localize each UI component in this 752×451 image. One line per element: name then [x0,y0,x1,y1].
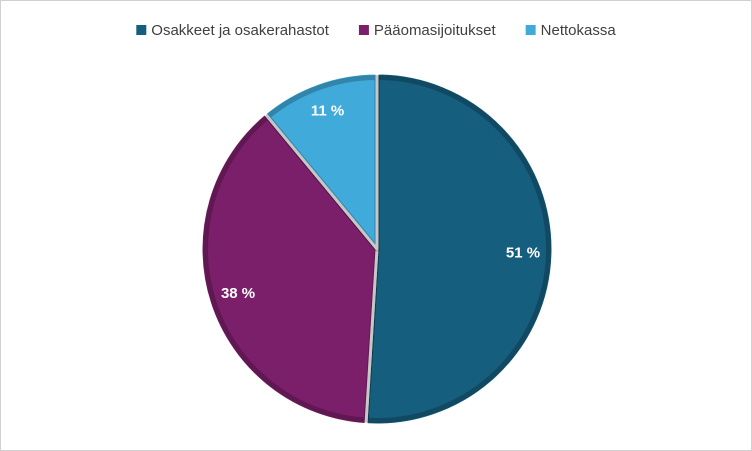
legend-label: Pääomasijoitukset [374,22,497,39]
slice [364,71,555,427]
legend-label: Osakkeet ja osakerahastot [151,22,329,39]
legend: Osakkeet ja osakerahastot Pääomasijoituks… [136,22,616,39]
legend-label: Nettokassa [541,22,617,39]
slice-border [265,75,380,252]
legend-swatch [525,25,536,35]
slice [263,71,379,251]
legend-swatch [358,25,369,35]
value-label: 38 % [221,285,255,302]
slice [199,111,379,427]
pie: 51 % 38 % 11 % [199,71,555,427]
slice-border [363,75,551,423]
slice-border [203,114,380,423]
legend-swatch [136,25,147,35]
value-label: 11 % [311,103,344,120]
value-label: 51 % [506,245,540,262]
